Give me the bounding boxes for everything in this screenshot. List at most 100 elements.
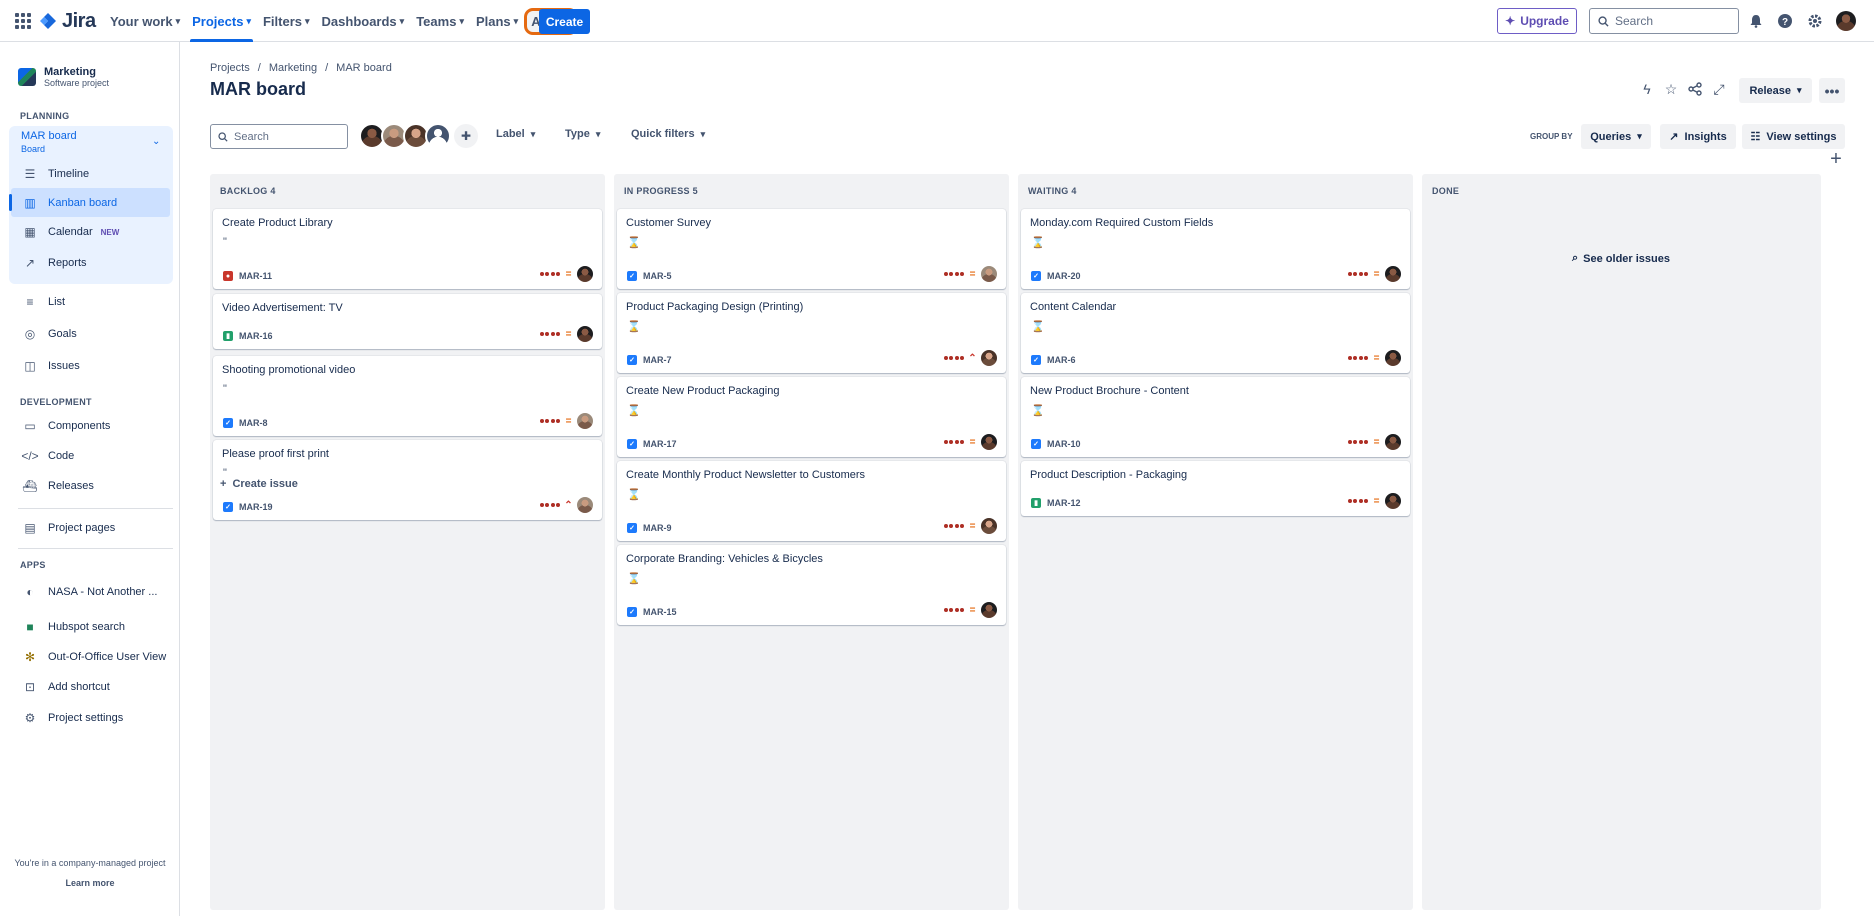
board-search-input[interactable]: Search <box>210 124 348 149</box>
sidebar-item-components[interactable]: ▭ Components <box>22 415 110 437</box>
assignee-avatar[interactable] <box>981 434 997 450</box>
assignee-avatar[interactable] <box>1385 493 1401 509</box>
sidebar-item-issues[interactable]: ◫ Issues <box>22 355 79 377</box>
issue-key[interactable]: ✓ MAR-20 <box>1031 271 1081 281</box>
issue-card[interactable]: Monday.com Required Custom Fields ⌛ ✓ MAR-2… <box>1021 209 1410 289</box>
code-icon: </> <box>21 449 39 463</box>
label-filter[interactable]: Label ▾ <box>496 128 535 140</box>
more-actions-button[interactable]: ••• <box>1819 78 1845 103</box>
nav-your-work[interactable]: Your work ▾ <box>104 0 186 42</box>
issue-card[interactable]: Create Product Library " ● MAR-11 = <box>213 209 602 289</box>
issue-card[interactable]: Create Monthly Product Newsletter to Cus… <box>617 461 1006 541</box>
chevron-down-icon: ▾ <box>246 15 251 26</box>
add-people-icon[interactable]: ✚ <box>454 124 478 148</box>
upgrade-button[interactable]: ✦ Upgrade <box>1497 8 1577 34</box>
breadcrumb-board[interactable]: MAR board <box>336 62 392 74</box>
app-switcher-icon[interactable] <box>15 13 31 29</box>
sidebar-item-list[interactable]: ≡ List <box>22 291 65 313</box>
issue-card[interactable]: Customer Survey ⌛ ✓ MAR-5 = <box>617 209 1006 289</box>
assignee-avatar[interactable] <box>577 413 593 429</box>
create-button[interactable]: Create <box>539 9 590 34</box>
quick-filters[interactable]: Quick filters ▾ <box>631 128 705 140</box>
issue-card[interactable]: Create New Product Packaging ⌛ ✓ MAR-17 = <box>617 377 1006 457</box>
sidebar-app-out-of-office[interactable]: ✻ Out-Of-Office User View <box>22 646 166 668</box>
nav-plans[interactable]: Plans ▾ <box>470 0 524 42</box>
assignee-avatar[interactable] <box>981 602 997 618</box>
issue-key[interactable]: ✓ MAR-15 <box>627 607 677 617</box>
create-issue-button[interactable]: + Create issue <box>220 478 298 490</box>
board-selector[interactable]: MAR board Board <box>21 130 77 154</box>
see-older-issues-button[interactable]: ⌕ See older issues <box>1572 252 1670 265</box>
issue-key[interactable]: ✓ MAR-5 <box>627 271 672 281</box>
nav-projects[interactable]: Projects ▾ <box>186 0 257 42</box>
learn-more-link[interactable]: Learn more <box>65 878 115 888</box>
issue-card[interactable]: Video Advertisement: TV ▮ MAR-16 = <box>213 294 602 349</box>
breadcrumb-marketing[interactable]: Marketing <box>268 62 318 74</box>
sidebar-item-project-pages[interactable]: ▤ Project pages <box>22 517 115 539</box>
assignee-avatar[interactable] <box>1385 266 1401 282</box>
sidebar-project-settings[interactable]: ⚙ Project settings <box>22 707 124 729</box>
assignee-avatar[interactable] <box>1385 434 1401 450</box>
profile-avatar[interactable] <box>1836 11 1856 31</box>
issue-card[interactable]: Product Packaging Design (Printing) ⌛ ✓ MAR… <box>617 293 1006 373</box>
issue-key[interactable]: ● MAR-11 <box>223 271 272 281</box>
issue-key[interactable]: ✓ MAR-7 <box>627 355 672 365</box>
nav-dashboards[interactable]: Dashboards ▾ <box>316 0 411 42</box>
global-search-input[interactable]: Search <box>1589 8 1739 34</box>
assignee-avatar[interactable] <box>981 518 997 534</box>
assignee-avatar[interactable] <box>381 123 407 149</box>
jira-logo[interactable]: Jira <box>38 10 96 33</box>
release-button[interactable]: Release ▾ <box>1739 78 1812 103</box>
sidebar-item-goals[interactable]: ◎ Goals <box>22 323 77 345</box>
sidebar-item-releases[interactable]: ⛴ Releases <box>22 475 93 497</box>
issue-key[interactable]: ✓ MAR-10 <box>1031 439 1081 449</box>
insights-button[interactable]: ↗ Insights <box>1660 124 1736 149</box>
notifications-bell-icon[interactable] <box>1747 12 1765 30</box>
star-icon[interactable]: ☆ <box>1664 80 1678 97</box>
share-icon[interactable] <box>1686 80 1704 98</box>
issue-card[interactable]: Shooting promotional video " ✓ MAR-8 = <box>213 356 602 436</box>
help-icon[interactable]: ? <box>1776 12 1794 30</box>
issue-card[interactable]: Corporate Branding: Vehicles & Bicycles ⌛… <box>617 545 1006 625</box>
unassigned-avatar[interactable] <box>425 123 451 149</box>
type-filter[interactable]: Type ▾ <box>565 128 600 140</box>
assignee-avatar[interactable] <box>981 266 997 282</box>
sidebar-item-timeline[interactable]: ☰ Timeline <box>22 163 90 185</box>
issue-card[interactable]: Content Calendar ⌛ ✓ MAR-6 = <box>1021 293 1410 373</box>
assignee-avatar[interactable] <box>359 123 385 149</box>
issue-key[interactable]: ✓ MAR-9 <box>627 523 672 533</box>
settings-gear-icon[interactable] <box>1806 12 1824 30</box>
sidebar-item-reports[interactable]: ↗ Reports <box>22 252 87 274</box>
nav-filters[interactable]: Filters ▾ <box>257 0 316 42</box>
assignee-avatar[interactable] <box>577 497 593 513</box>
add-column-plus-icon[interactable]: + <box>1830 147 1842 170</box>
issue-card[interactable]: New Product Brochure - Content ⌛ ✓ MAR-10 = <box>1021 377 1410 457</box>
sidebar-app-nasa[interactable]: ◐ NASA - Not Another ... <box>22 581 157 603</box>
issue-key[interactable]: ▮ MAR-16 <box>223 331 273 341</box>
issue-key[interactable]: ✓ MAR-6 <box>1031 355 1076 365</box>
project-header[interactable]: Marketing Software project <box>18 66 109 88</box>
issue-card[interactable]: Please proof first print " ✓ MAR-19 ⌃ <box>213 440 602 520</box>
breadcrumb-projects[interactable]: Projects <box>210 62 250 74</box>
issue-key[interactable]: ✓ MAR-8 <box>223 418 268 428</box>
automation-lightning-icon[interactable]: ϟ <box>1643 81 1651 97</box>
sidebar-add-shortcut[interactable]: ⊡ Add shortcut <box>22 676 110 698</box>
fullscreen-expand-icon[interactable]: ⤢ <box>1713 80 1725 97</box>
sidebar-item-kanban-board[interactable]: ▥ Kanban board <box>9 188 170 217</box>
nav-teams[interactable]: Teams ▾ <box>410 0 470 42</box>
priority-high-icon: ⌃ <box>968 352 977 364</box>
assignee-avatar[interactable] <box>577 266 593 282</box>
issue-key[interactable]: ✓ MAR-19 <box>223 502 273 512</box>
assignee-avatar[interactable] <box>577 326 593 342</box>
assignee-avatar[interactable] <box>1385 350 1401 366</box>
view-settings-button[interactable]: ☷ View settings <box>1742 124 1845 149</box>
issue-key[interactable]: ▮ MAR-12 <box>1031 498 1081 508</box>
issue-key[interactable]: ✓ MAR-17 <box>627 439 677 449</box>
sidebar-item-calendar[interactable]: ▦ Calendar NEW <box>22 221 119 243</box>
sidebar-item-code[interactable]: </> Code <box>21 445 74 467</box>
issue-card[interactable]: Product Description - Packaging ▮ MAR-12 = <box>1021 461 1410 516</box>
sidebar-app-hubspot[interactable]: ■ Hubspot search <box>22 616 125 638</box>
chevron-down-icon[interactable]: ⌄ <box>152 136 161 147</box>
group-by-select[interactable]: Queries ▾ <box>1581 124 1651 149</box>
assignee-avatar[interactable] <box>981 350 997 366</box>
